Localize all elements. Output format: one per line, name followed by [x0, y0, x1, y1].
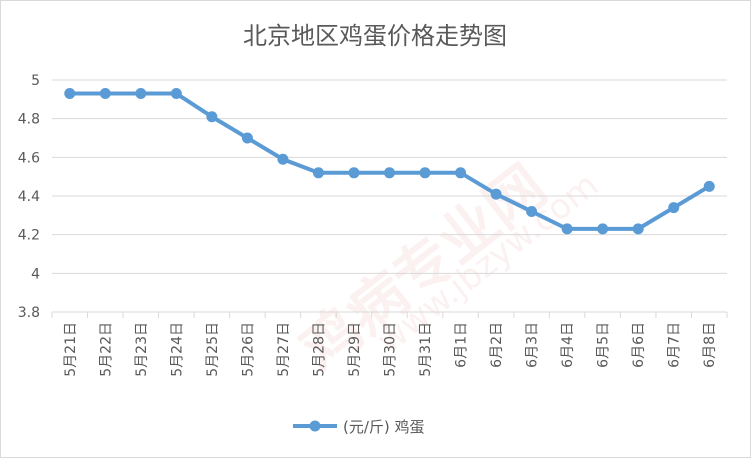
- x-tick-label: 5月26日: [240, 322, 256, 377]
- data-point: [99, 88, 111, 100]
- x-tick-label: 6月5日: [596, 322, 612, 368]
- series-line-egg: [64, 88, 715, 235]
- x-tick-label: 6月4日: [560, 322, 576, 368]
- x-tick-label: 5月28日: [311, 322, 327, 377]
- y-axis-tick-labels: 3.8 4 4.2 4.4 4.6 4.8 5: [18, 73, 40, 321]
- data-point: [206, 111, 218, 123]
- x-tick-label: 5月29日: [347, 322, 363, 377]
- x-tick-label: 6月1日: [454, 322, 470, 368]
- x-tick-label: 5月21日: [63, 322, 79, 377]
- data-point: [312, 167, 324, 179]
- x-tick-label: 5月24日: [169, 322, 185, 377]
- legend-label: (元/斤) 鸡蛋: [343, 418, 425, 436]
- x-tick-label: 6月7日: [667, 322, 683, 368]
- data-point: [419, 167, 431, 179]
- data-point: [348, 167, 360, 179]
- data-point: [668, 202, 680, 214]
- data-point: [384, 167, 395, 179]
- data-point: [632, 223, 644, 235]
- x-tick-label: 5月25日: [205, 322, 221, 377]
- legend-marker: [309, 420, 321, 432]
- y-tick-label: 4: [31, 266, 40, 282]
- x-tick-label: 5月22日: [98, 322, 114, 377]
- y-tick-label: 4.4: [18, 189, 40, 205]
- x-axis-tick-labels: 5月21日 5月22日 5月23日 5月24日 5月25日 5月26日 5月27日 5月28日…: [51, 312, 728, 377]
- data-point: [561, 223, 573, 235]
- gridlines: [52, 79, 727, 313]
- x-tick-label: 5月30日: [383, 322, 399, 377]
- x-tick-label: 6月3日: [525, 322, 541, 368]
- y-tick-label: 4.8: [18, 112, 40, 128]
- data-point: [490, 188, 502, 200]
- series-line: [69, 91, 711, 231]
- x-tick-label: 6月2日: [489, 322, 505, 368]
- data-point: [277, 153, 289, 165]
- data-point: [597, 223, 609, 235]
- chart-title: 北京地区鸡蛋价格走势图: [243, 22, 507, 50]
- y-tick-label: 4.6: [18, 150, 40, 166]
- data-point: [455, 167, 467, 179]
- x-tick-label: 5月23日: [134, 322, 150, 377]
- x-tick-label: 6月6日: [631, 322, 647, 368]
- data-point: [703, 180, 715, 192]
- y-tick-label: 3.8: [18, 305, 40, 321]
- data-point: [241, 132, 253, 144]
- x-tick-label: 5月31日: [418, 322, 434, 377]
- legend: (元/斤) 鸡蛋: [293, 418, 425, 436]
- y-tick-label: 4.2: [18, 228, 40, 244]
- x-tick-label: 5月27日: [276, 322, 292, 377]
- y-tick-label: 5: [31, 73, 40, 89]
- data-point: [170, 88, 182, 100]
- data-point: [526, 205, 538, 217]
- x-tick-label: 6月8日: [702, 322, 718, 368]
- data-point: [64, 88, 76, 100]
- data-point: [135, 88, 147, 100]
